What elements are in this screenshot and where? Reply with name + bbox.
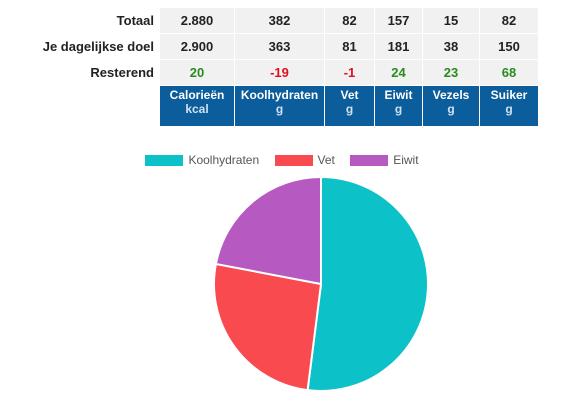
- header-fat-unit: g: [345, 102, 354, 116]
- legend-label-carbs: Koolhydraten: [188, 152, 260, 167]
- pie-slice-protein[interactable]: [214, 175, 322, 286]
- legend-swatch-protein: [350, 155, 389, 167]
- header-protein: Eiwit g: [374, 85, 423, 127]
- total-carbs: 382: [234, 8, 325, 34]
- header-calories-name: Calorieën: [169, 88, 225, 102]
- remaining-fat: -1: [324, 59, 375, 86]
- legend-label-fat: Vet: [317, 152, 335, 167]
- header-calories: Calorieën kcal: [160, 85, 235, 127]
- pie-slice-carbs[interactable]: [306, 175, 429, 392]
- header-sugar-name: Suiker: [490, 88, 528, 102]
- goal-fiber: 38: [422, 33, 480, 60]
- pie-slice-fat[interactable]: [213, 262, 323, 392]
- total-sugar: 82: [479, 8, 539, 34]
- header-sugar: Suiker g: [479, 85, 539, 127]
- header-carbs-name: Koolhydraten: [240, 88, 319, 102]
- total-fat: 82: [324, 8, 375, 34]
- header-sugar-unit: g: [505, 102, 513, 116]
- table-header-row: Calorieën kcal Koolhydraten g Vet g Eiwit g …: [12, 85, 539, 127]
- header-protein-unit: g: [394, 102, 403, 116]
- legend-swatch-carbs: [145, 155, 184, 167]
- goal-sugar: 150: [479, 33, 539, 60]
- table-row-remaining: Resterend 20 -19 -1 24 23 68: [12, 59, 539, 86]
- header-carbs-unit: g: [275, 102, 284, 116]
- goal-calories: 2.900: [160, 33, 235, 60]
- total-calories: 2.880: [160, 8, 235, 34]
- remaining-protein: 24: [374, 59, 423, 86]
- legend-swatch-fat: [274, 155, 313, 167]
- header-fiber: Vezels g: [422, 85, 480, 127]
- chart-legend: Koolhydraten Vet Eiwit: [0, 152, 564, 167]
- row-label-remaining: Resterend: [12, 59, 160, 86]
- table-row-total: Totaal 2.880 382 82 157 15 82: [12, 8, 539, 34]
- header-calories-unit: kcal: [185, 102, 209, 116]
- remaining-calories: 20: [160, 59, 235, 86]
- total-protein: 157: [374, 8, 423, 34]
- remaining-fiber: 23: [422, 59, 480, 86]
- header-fat: Vet g: [324, 85, 375, 127]
- goal-protein: 181: [374, 33, 423, 60]
- nutrition-summary-table: Totaal 2.880 382 82 157 15 82 Je dagelij…: [12, 8, 539, 127]
- table-row-goal: Je dagelijkse doel 2.900 363 81 181 38 1…: [12, 33, 539, 60]
- legend-label-protein: Eiwit: [393, 152, 419, 167]
- goal-carbs: 363: [234, 33, 325, 60]
- row-label-goal: Je dagelijkse doel: [12, 33, 160, 60]
- header-carbs: Koolhydraten g: [234, 85, 325, 127]
- legend-item-carbs[interactable]: Koolhydraten: [145, 153, 259, 167]
- remaining-carbs: -19: [234, 59, 325, 86]
- legend-item-fat[interactable]: Vet: [274, 152, 335, 167]
- goal-fat: 81: [324, 33, 375, 60]
- row-label-total: Totaal: [12, 8, 160, 34]
- header-fiber-unit: g: [447, 102, 455, 116]
- header-protein-name: Eiwit: [384, 88, 413, 102]
- header-spacer: [12, 85, 160, 127]
- header-fiber-name: Vezels: [432, 88, 470, 102]
- total-fiber: 15: [422, 8, 480, 34]
- legend-item-protein[interactable]: Eiwit: [350, 152, 419, 167]
- header-fat-name: Vet: [340, 88, 359, 102]
- remaining-sugar: 68: [479, 59, 539, 86]
